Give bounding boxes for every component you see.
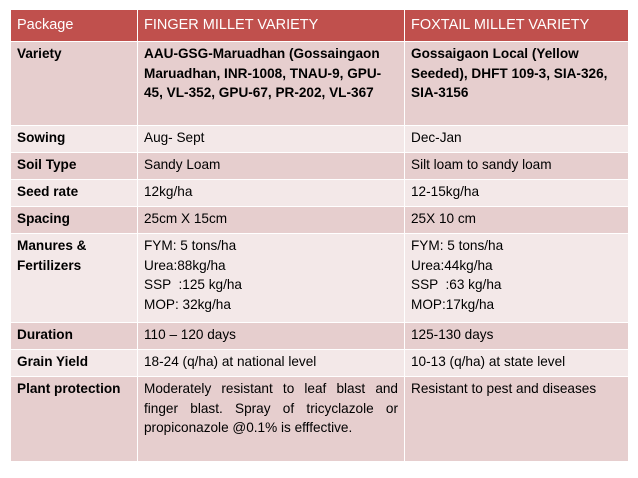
finger-manure-line: SSP :125 kg/ha bbox=[144, 277, 242, 292]
foxtail-yield-cell: 10-13 (q/ha) at state level bbox=[404, 349, 629, 377]
header-row: Package FINGER MILLET VARIETY FOXTAIL MI… bbox=[10, 9, 629, 42]
table-row-variety: Variety AAU-GSG-Maruadhan (Gossaingaon M… bbox=[10, 41, 629, 126]
row-label: Spacing bbox=[10, 206, 138, 234]
foxtail-spacing-cell: 25X 10 cm bbox=[404, 206, 629, 234]
foxtail-sowing-cell: Dec-Jan bbox=[404, 125, 629, 153]
header-finger-millet: FINGER MILLET VARIETY bbox=[137, 9, 405, 42]
finger-yield-cell: 18-24 (q/ha) at national level bbox=[137, 349, 405, 377]
foxtail-manure-line: FYM: 5 tons/ha bbox=[411, 238, 504, 253]
row-label: Variety bbox=[10, 41, 138, 126]
finger-protection-cell: Moderately resistant to leaf blast and f… bbox=[137, 376, 405, 462]
finger-variety-cell: AAU-GSG-Maruadhan (Gossaingaon Maruadhan… bbox=[137, 41, 405, 126]
foxtail-seed-rate-cell: 12-15kg/ha bbox=[404, 179, 629, 207]
row-label: Grain Yield bbox=[10, 349, 138, 377]
finger-manure-line: Urea:88kg/ha bbox=[144, 257, 226, 273]
foxtail-duration-cell: 125-130 days bbox=[404, 322, 629, 350]
finger-duration-cell: 110 – 120 days bbox=[137, 322, 405, 350]
table-row-manures: Manures & Fertilizers FYM: 5 tons/ha Ure… bbox=[10, 233, 629, 323]
row-label: Plant protection bbox=[10, 376, 138, 462]
row-label: Soil Type bbox=[10, 152, 138, 180]
foxtail-protection-cell: Resistant to pest and diseases bbox=[404, 376, 629, 462]
foxtail-manures-cell: FYM: 5 tons/ha Urea:44kg/ha SSP :63 kg/h… bbox=[404, 233, 629, 323]
header-package: Package bbox=[10, 9, 138, 42]
table-row-spacing: Spacing 25cm X 15cm 25X 10 cm bbox=[10, 206, 629, 234]
finger-soil-cell: Sandy Loam bbox=[137, 152, 405, 180]
finger-sowing-cell: Aug- Sept bbox=[137, 125, 405, 153]
finger-manures-cell: FYM: 5 tons/ha Urea:88kg/ha SSP :125 kg/… bbox=[137, 233, 405, 323]
foxtail-manure-line: SSP :63 kg/ha bbox=[411, 277, 502, 292]
row-label: Duration bbox=[10, 322, 138, 350]
table-row-plant-protection: Plant protection Moderately resistant to… bbox=[10, 376, 629, 462]
foxtail-variety-cell: Gossaigaon Local (Yellow Seeded), DHFT 1… bbox=[404, 41, 629, 126]
finger-seed-rate-cell: 12kg/ha bbox=[137, 179, 405, 207]
millet-comparison-table: Package FINGER MILLET VARIETY FOXTAIL MI… bbox=[10, 9, 629, 462]
row-label: Seed rate bbox=[10, 179, 138, 207]
table-row-grain-yield: Grain Yield 18-24 (q/ha) at national lev… bbox=[10, 349, 629, 377]
foxtail-manure-line: MOP:17kg/ha bbox=[411, 296, 495, 312]
row-label: Sowing bbox=[10, 125, 138, 153]
table-row-duration: Duration 110 – 120 days 125-130 days bbox=[10, 322, 629, 350]
finger-spacing-cell: 25cm X 15cm bbox=[137, 206, 405, 234]
finger-manure-line: FYM: 5 tons/ha bbox=[144, 238, 237, 253]
finger-manure-line: MOP: 32kg/ha bbox=[144, 296, 231, 312]
header-foxtail-millet: FOXTAIL MILLET VARIETY bbox=[404, 9, 629, 42]
row-label: Manures & Fertilizers bbox=[10, 233, 138, 323]
table-row-soil-type: Soil Type Sandy Loam Silt loam to sandy … bbox=[10, 152, 629, 180]
foxtail-manure-line: Urea:44kg/ha bbox=[411, 257, 493, 273]
table-row-seed-rate: Seed rate 12kg/ha 12-15kg/ha bbox=[10, 179, 629, 207]
table-row-sowing: Sowing Aug- Sept Dec-Jan bbox=[10, 125, 629, 153]
foxtail-soil-cell: Silt loam to sandy loam bbox=[404, 152, 629, 180]
